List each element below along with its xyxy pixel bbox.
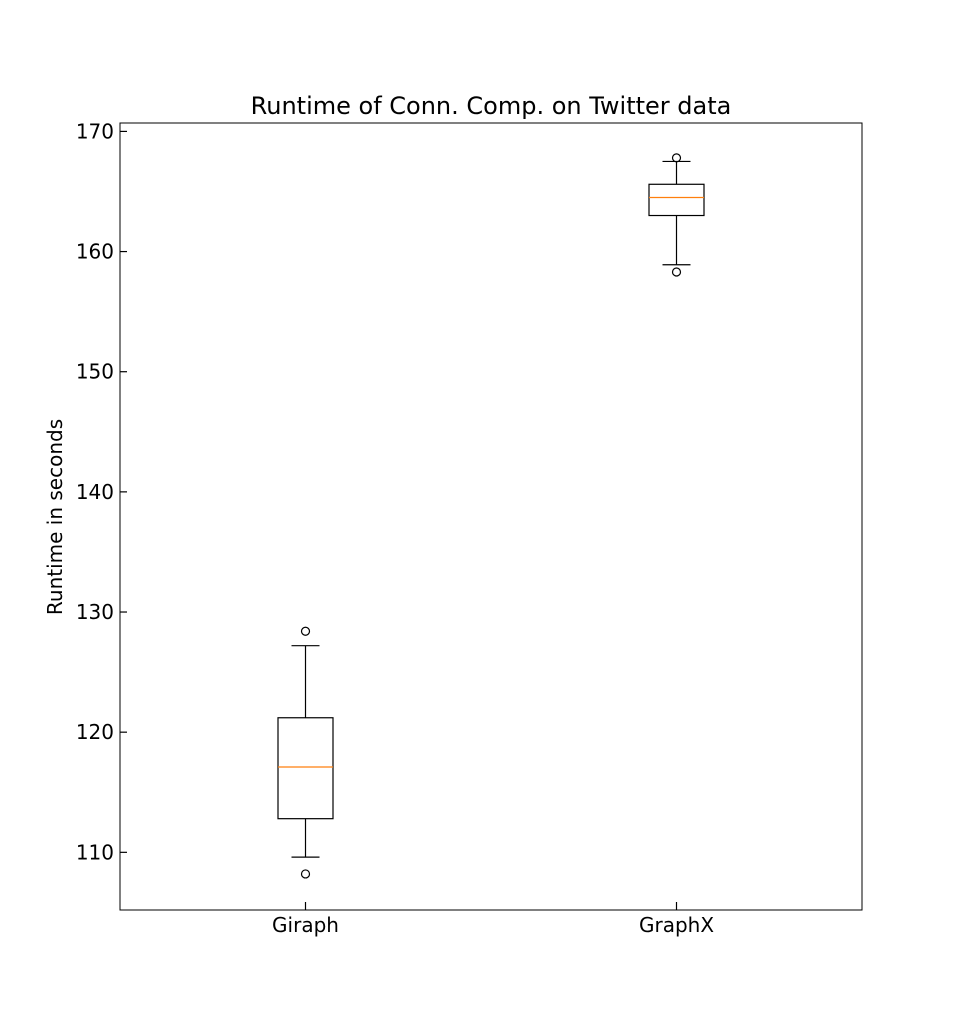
box-iqr [648,183,705,217]
y-tick-label: 160 [76,240,114,264]
chart-title: Runtime of Conn. Comp. on Twitter data [251,92,732,120]
y-tick-label: 120 [76,720,114,744]
box-iqr [277,717,334,820]
y-tick-label: 110 [76,840,114,864]
flier-point [671,267,682,277]
y-axis-label: Runtime in seconds [43,419,67,615]
flier-point [300,869,311,879]
x-tick-label: Giraph [272,913,339,937]
plot-frame [119,122,863,911]
flier-point [671,153,682,163]
x-tick-label: GraphX [639,913,714,937]
flier-point [300,626,311,636]
y-tick-label: 140 [76,480,114,504]
y-tick-label: 170 [76,119,114,143]
y-tick-label: 150 [76,360,114,384]
y-tick-label: 130 [76,600,114,624]
